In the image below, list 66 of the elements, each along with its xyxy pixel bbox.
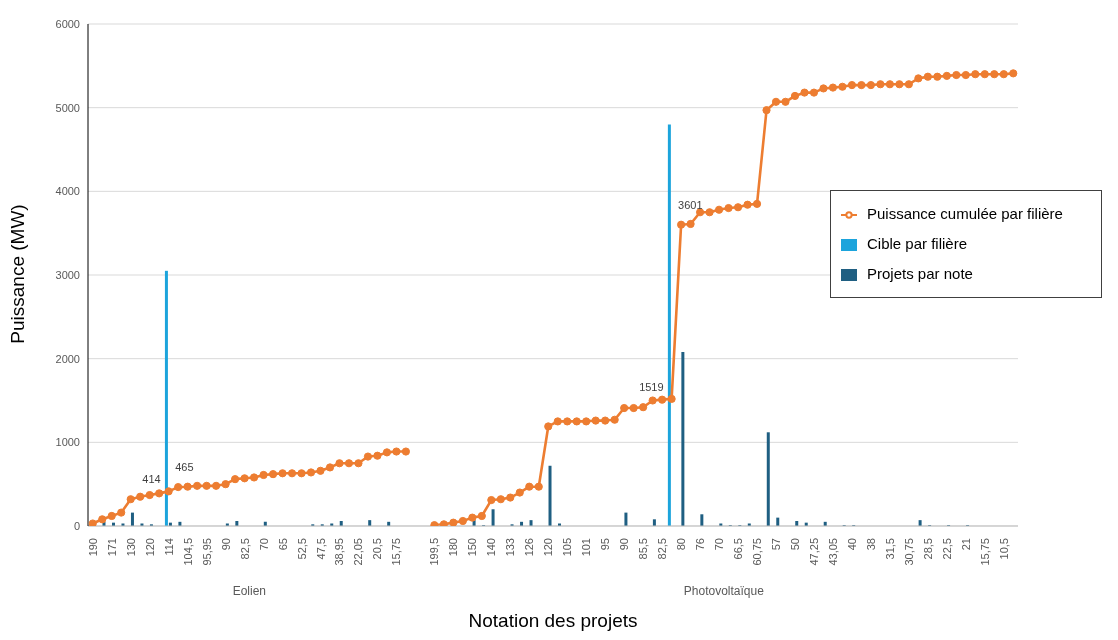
- x-tick-label: 105: [561, 538, 574, 557]
- x-tick-label: 28,5: [921, 538, 934, 560]
- x-tick-label: 199,5: [428, 538, 441, 566]
- x-tick-label: 85,5: [637, 538, 650, 560]
- x-tick-label: 95,95: [200, 538, 213, 566]
- x-tick-label: 82,5: [656, 538, 669, 560]
- x-tick-label: 21: [959, 538, 972, 551]
- x-tick-label: 82,5: [238, 538, 251, 560]
- x-tick-label: 40: [845, 538, 858, 551]
- x-tick-label: 95: [599, 538, 612, 551]
- x-tick-label: 70: [257, 538, 270, 551]
- x-tick-label: 65: [276, 538, 289, 551]
- x-tick-label: 140: [485, 538, 498, 557]
- x-tick-label: 15,75: [978, 538, 991, 566]
- x-tick-label: 60,75: [751, 538, 764, 566]
- x-tick-label: 50: [788, 538, 801, 551]
- x-tick-label: 150: [466, 538, 479, 557]
- x-tick-label: 38: [864, 538, 877, 551]
- x-tick-label: 80: [675, 538, 688, 551]
- y-tick-label: 1000: [55, 436, 80, 449]
- x-tick-label: 22,5: [940, 538, 953, 560]
- data-label: 414: [142, 473, 161, 486]
- data-label: 3601: [678, 198, 703, 211]
- x-tick-label: 10,5: [997, 538, 1010, 560]
- text: Eolien: [231, 584, 267, 598]
- data-label: 465: [175, 461, 194, 474]
- x-tick-label: 70: [713, 538, 726, 551]
- x-tick-label: 30,75: [902, 538, 915, 566]
- x-tick-label: 47,5: [314, 538, 327, 560]
- x-tick-label: 130: [124, 538, 137, 557]
- legend-label: Cible par filière: [867, 235, 968, 252]
- y-tick-label: 4000: [55, 185, 80, 198]
- legend-label: Projets par note: [867, 265, 973, 282]
- x-tick-label: 120: [542, 538, 555, 557]
- x-tick-label: 15,75: [390, 538, 403, 566]
- x-tick-label: 22,05: [352, 538, 365, 566]
- y-tick-label: 3000: [55, 268, 80, 281]
- y-tick-label: 2000: [55, 352, 80, 365]
- x-tick-label: 66,5: [732, 538, 745, 560]
- y-tick-label: 5000: [55, 101, 80, 114]
- x-tick-label: 52,5: [295, 538, 308, 560]
- text: Photovoltaïque: [682, 584, 765, 598]
- x-tick-label: 114: [162, 538, 175, 556]
- y-axis-title: Puissance (MW): [7, 203, 29, 346]
- x-tick-label: 120: [143, 538, 156, 557]
- x-tick-label: 104,5: [181, 538, 194, 566]
- x-tick-label: 171: [105, 538, 118, 557]
- x-tick-label: 133: [504, 538, 517, 557]
- x-tick-label: 31,5: [883, 538, 896, 560]
- x-tick-label: 190: [86, 538, 99, 557]
- x-tick-label: 126: [523, 538, 536, 557]
- x-tick-label: 180: [447, 538, 460, 557]
- legend-label: Puissance cumulée par filière: [867, 205, 1063, 222]
- x-tick-label: 90: [618, 538, 631, 551]
- x-tick-label: 76: [694, 538, 707, 551]
- x-tick-label: 57: [770, 538, 783, 551]
- x-tick-label: 101: [580, 538, 593, 557]
- x-tick-label: 43,05: [826, 538, 839, 566]
- x-tick-label: 20,5: [371, 538, 384, 560]
- x-tick-label: 47,25: [807, 538, 820, 566]
- x-axis-title: Notation des projets: [467, 610, 639, 632]
- data-label: 1519: [639, 380, 664, 393]
- x-tick-label: 38,95: [333, 538, 346, 566]
- y-tick-label: 6000: [55, 17, 80, 30]
- x-tick-label: 90: [219, 538, 232, 551]
- y-tick-label: 0: [73, 519, 80, 532]
